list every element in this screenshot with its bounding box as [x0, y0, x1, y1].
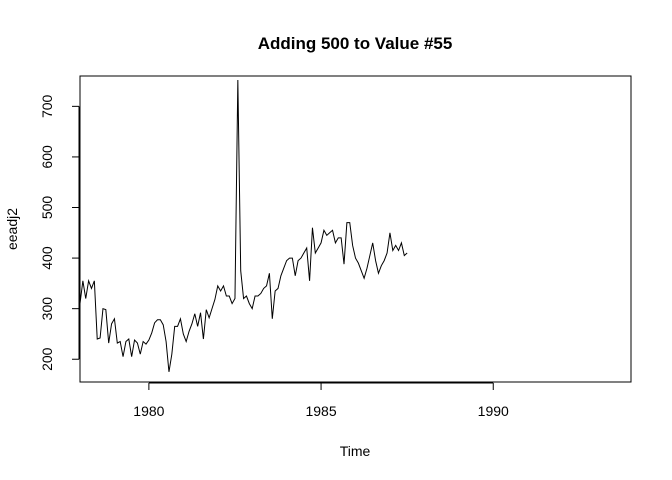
- y-tick-label: 500: [39, 196, 55, 220]
- y-tick-label: 700: [39, 94, 55, 118]
- plot-frame: [79, 75, 632, 383]
- y-tick-label: 200: [39, 347, 55, 371]
- y-tick-label: 300: [39, 297, 55, 321]
- y-axis: 200 300 400 500 600 700: [39, 94, 80, 371]
- series-line: [79, 80, 408, 372]
- x-tick-label: 1985: [305, 403, 336, 419]
- y-tick-label: 400: [39, 246, 55, 270]
- y-axis-label: eeadj2: [4, 208, 20, 250]
- x-axis: 1980 1985 1990: [133, 382, 509, 419]
- x-axis-label: Time: [340, 443, 371, 459]
- chart-title: Adding 500 to Value #55: [258, 34, 453, 53]
- y-tick-label: 600: [39, 145, 55, 169]
- x-tick-label: 1990: [478, 403, 509, 419]
- x-tick-label: 1980: [133, 403, 164, 419]
